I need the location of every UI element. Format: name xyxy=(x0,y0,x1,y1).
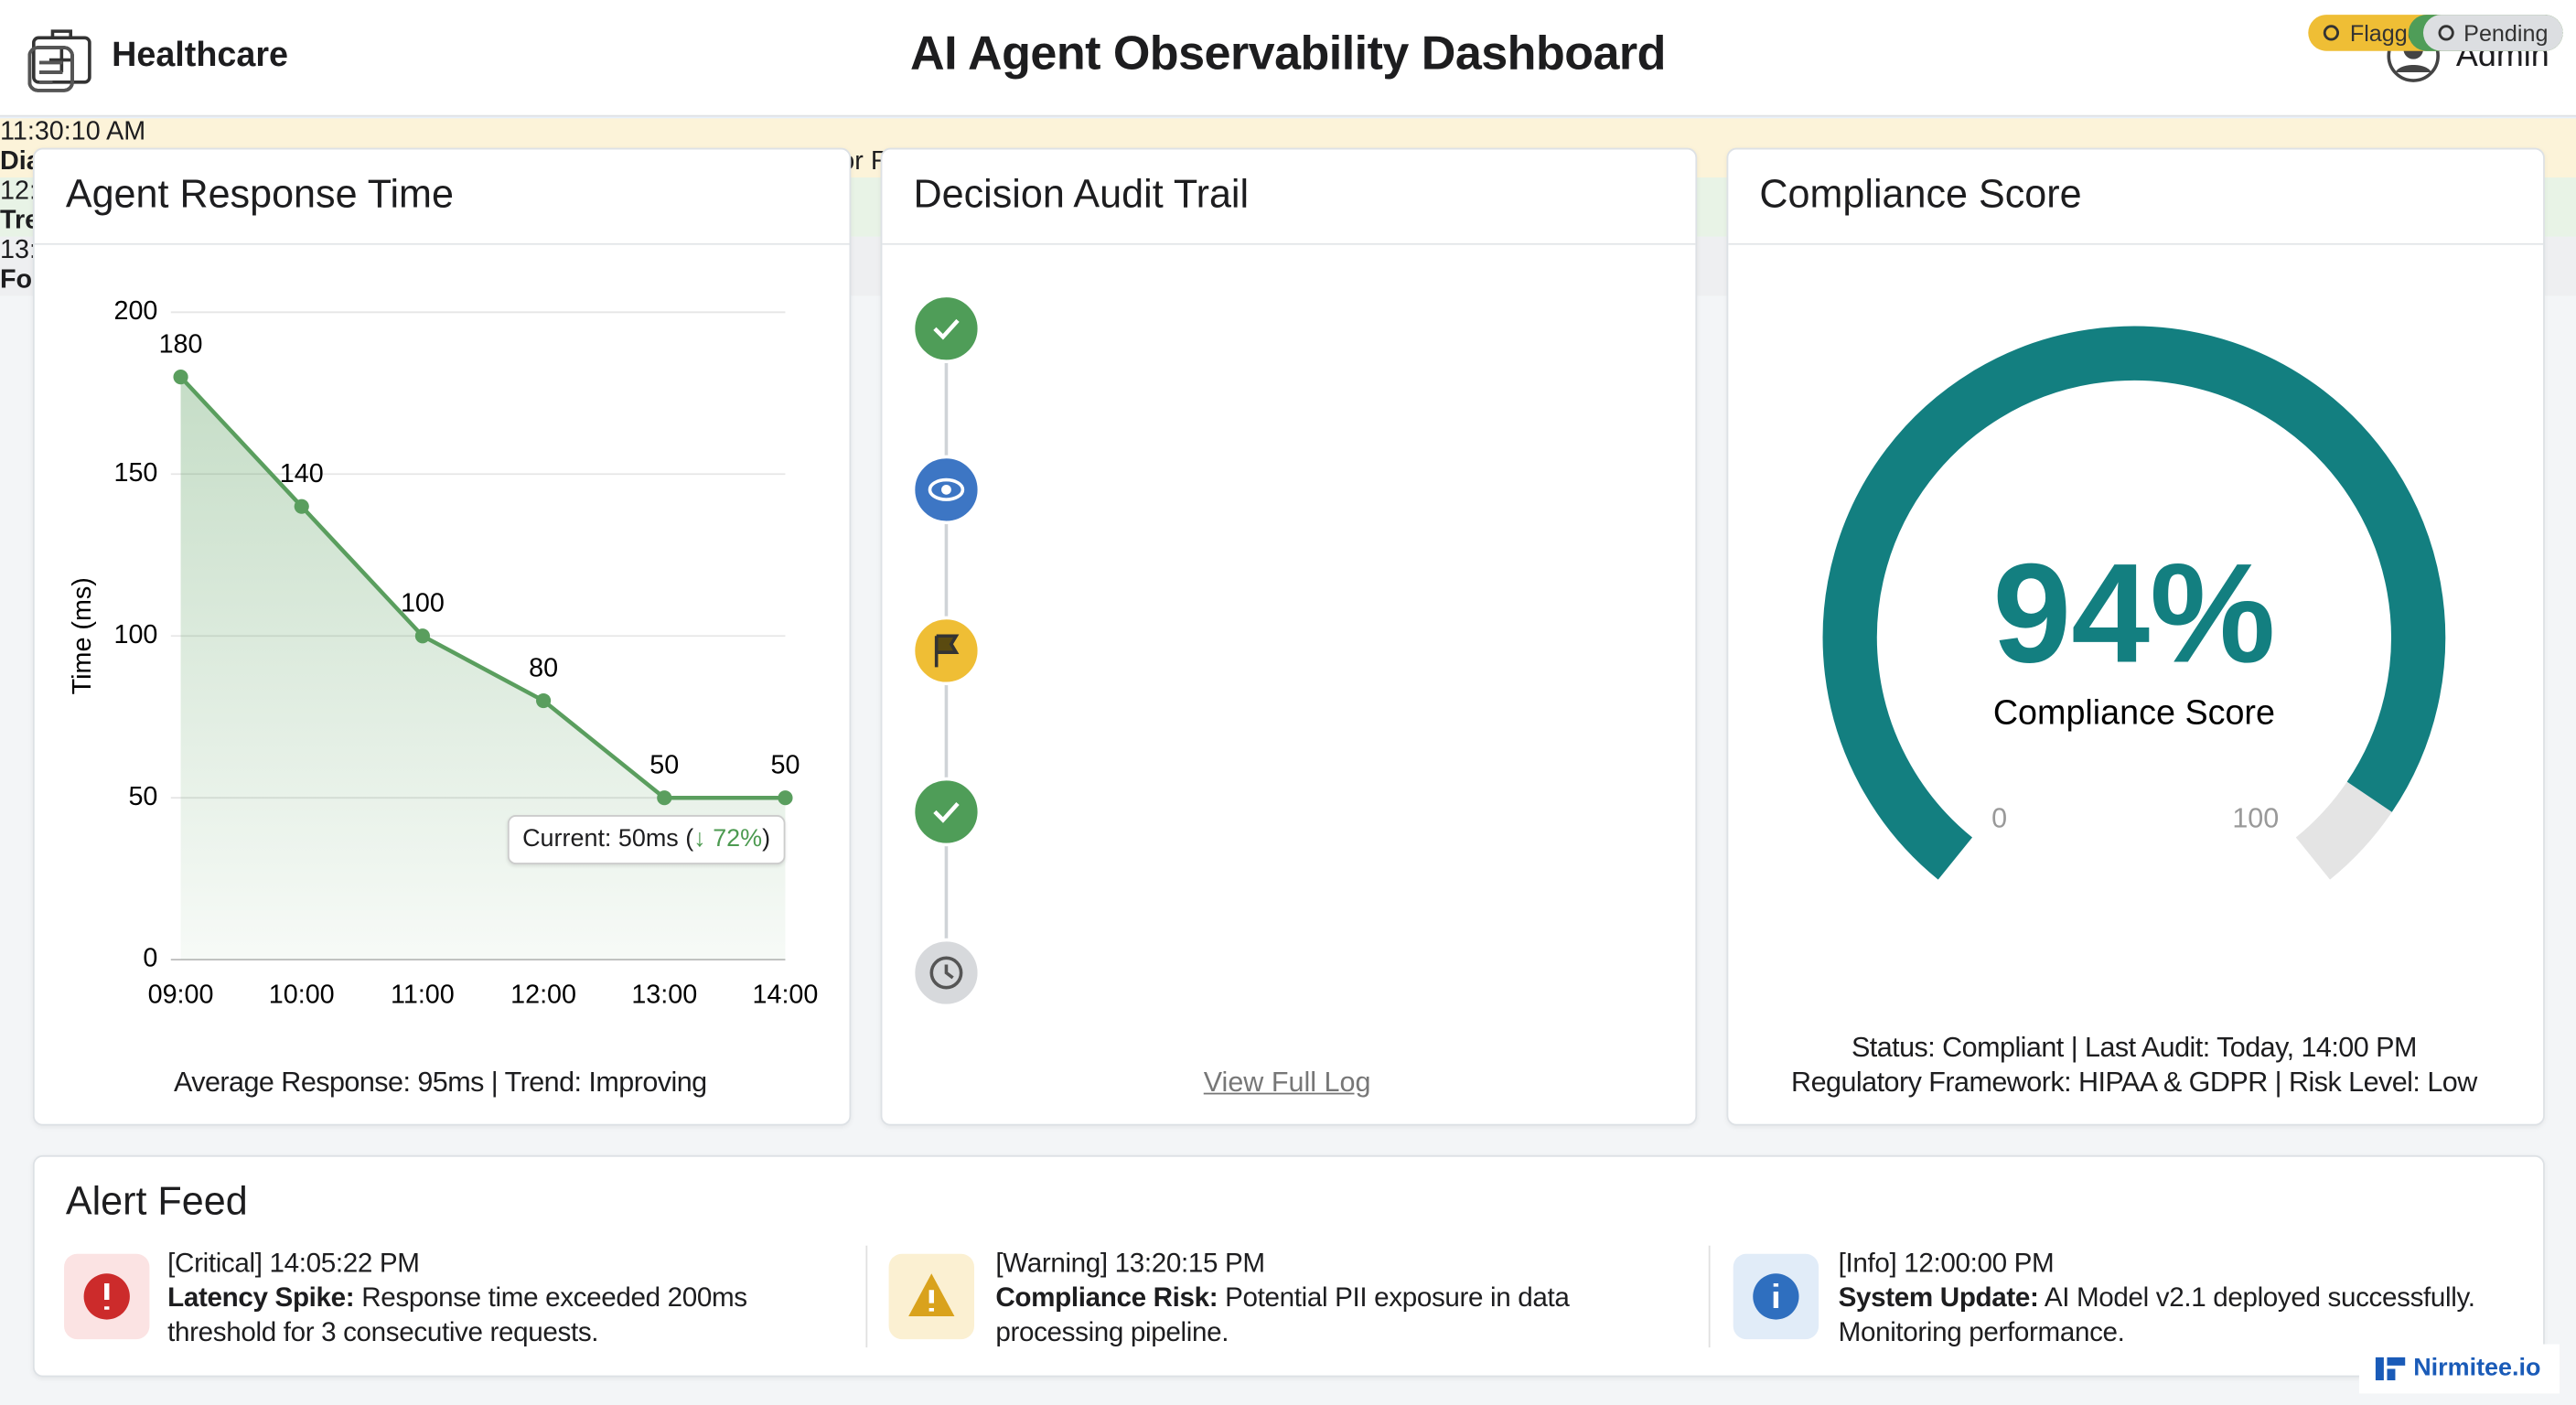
alert-detail: Potential PII exposure in data processin… xyxy=(995,1283,1570,1348)
alert-heading: System Update: xyxy=(1838,1283,2039,1314)
alert-text: [Critical] 14:05:22 PM Latency Spike: Res… xyxy=(167,1248,824,1351)
data-label: 180 xyxy=(159,330,203,359)
audit-panel: Decision Audit Trail xyxy=(880,147,1698,1126)
alert-icon xyxy=(1733,1253,1819,1340)
gauge-track xyxy=(2295,781,2392,880)
alert-heading: Latency Spike: xyxy=(167,1283,355,1314)
y-tick-label: 100 xyxy=(113,620,157,649)
alert-icon xyxy=(888,1253,974,1340)
y-tick-label: 150 xyxy=(113,458,157,488)
alert-icon xyxy=(64,1253,150,1340)
page-title: AI Agent Observability Dashboard xyxy=(910,27,1666,81)
compliance-status: Status: Compliant | Last Audit: Today, 1… xyxy=(1851,1032,2417,1064)
point xyxy=(294,499,309,514)
footer-brand-text: Nirmitee.io xyxy=(2413,1354,2541,1382)
gauge-min: 0 xyxy=(1991,803,2007,834)
line xyxy=(178,375,786,800)
y-tick-label: 50 xyxy=(128,782,157,811)
timeline-dot xyxy=(911,455,982,525)
alert-text: [Warning] 13:20:15 PM Compliance Risk: Po… xyxy=(995,1248,1652,1351)
timeline-dot xyxy=(911,616,982,686)
header xyxy=(0,0,2576,117)
status-badge: Pending xyxy=(2422,15,2563,51)
alert-detail: Response time exceeded 200ms threshold f… xyxy=(167,1283,747,1348)
x-tick-label: 14:00 xyxy=(753,980,819,1009)
point xyxy=(414,628,430,644)
chart-footer: Average Response: 95ms | Trend: Improvin… xyxy=(173,1066,707,1099)
panel-title: Agent Response Time xyxy=(65,172,454,218)
brand-icon xyxy=(32,29,91,84)
point xyxy=(657,790,672,806)
point xyxy=(173,370,188,385)
alert-meta: [Warning] 13:20:15 PM xyxy=(995,1249,1265,1279)
gauge-caption: Compliance Score xyxy=(1993,692,2275,731)
x-tick-label: 13:00 xyxy=(631,980,697,1009)
badge-text: Pending xyxy=(2463,19,2549,47)
annotation-text: ) xyxy=(762,824,771,853)
data-label: 100 xyxy=(401,589,445,618)
data-label: 140 xyxy=(280,459,324,488)
x-tick-label: 10:00 xyxy=(269,980,335,1009)
x-tick-label: 12:00 xyxy=(510,980,576,1009)
y-tick-label: 200 xyxy=(113,296,157,326)
view-log-link[interactable]: View Full Log xyxy=(1203,1066,1371,1099)
annotation-change: ↓ 72% xyxy=(693,824,763,853)
y-axis-label: Time (ms) xyxy=(68,577,97,694)
gauge-value-label: 94% xyxy=(1992,533,2275,692)
audit-time: 11:30:10 AM xyxy=(0,118,146,146)
timeline-dot xyxy=(911,777,982,847)
data-label: 80 xyxy=(529,653,558,682)
panel-title: Decision Audit Trail xyxy=(913,172,1250,218)
x-tick-label: 09:00 xyxy=(148,980,214,1009)
brand: Healthcare xyxy=(112,36,288,74)
card-icon xyxy=(27,46,74,92)
gauge-max: 100 xyxy=(2232,803,2279,834)
data-label: 50 xyxy=(649,751,679,780)
alert-meta: [Info] 12:00:00 PM xyxy=(1838,1249,2055,1279)
timeline-dot xyxy=(911,938,982,1008)
annotation-text: Current: 50ms ( xyxy=(522,824,694,853)
timeline-dot xyxy=(911,294,982,364)
alert-detail: AI Model v2.1 deployed successfully. Mon… xyxy=(1838,1283,2475,1348)
footer-brand: Nirmitee.io xyxy=(2358,1344,2560,1394)
alert-heading: Compliance Risk: xyxy=(995,1283,1218,1314)
data-label: 50 xyxy=(770,751,800,780)
compliance-framework: Regulatory Framework: HIPAA & GDPR | Ris… xyxy=(1791,1066,2477,1099)
point xyxy=(536,692,552,709)
point xyxy=(778,790,793,806)
alert-panel: Alert Feed xyxy=(32,1154,2545,1378)
panel-title: Alert Feed xyxy=(65,1179,248,1225)
alert-meta: [Critical] 14:05:22 PM xyxy=(167,1249,420,1279)
gauge-value xyxy=(1822,326,2446,880)
alert-text: [Info] 12:00:00 PM System Update: AI Mode… xyxy=(1839,1248,2512,1351)
panel-title: Compliance Score xyxy=(1759,172,2082,218)
current-annotation: Current: 50ms (↓ 72%) xyxy=(507,815,786,864)
x-tick-label: 11:00 xyxy=(391,980,455,1009)
y-tick-label: 0 xyxy=(143,944,157,973)
